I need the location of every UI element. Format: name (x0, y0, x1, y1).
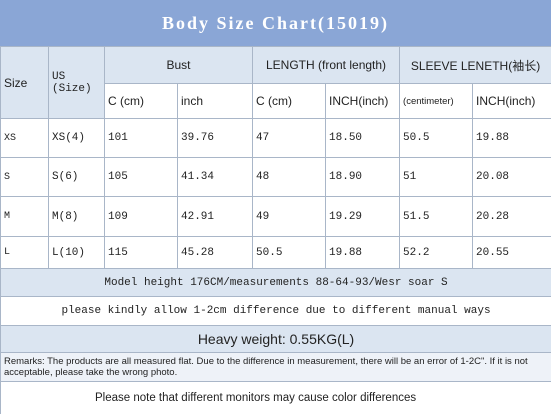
note-row: please kindly allow 1-2cm difference due… (0, 296, 551, 326)
note-monitor: Please note that different monitors may … (0, 381, 551, 414)
data-cell: 19.88 (472, 118, 551, 158)
data-cell: XS (0, 118, 49, 158)
data-cell: S (0, 157, 49, 197)
header-cell: LENGTH (front length) (252, 46, 401, 84)
size-table: Size US (Size) Bust LENGTH (front length… (0, 46, 551, 414)
data-cell: 48 (252, 157, 327, 197)
note-weight: Heavy weight: 0.55KG(L) (0, 325, 551, 353)
data-row: XS XS(4) 101 39.76 47 18.50 50.5 19.88 (0, 118, 551, 158)
data-cell: S(6) (48, 157, 105, 197)
data-cell: L(10) (48, 236, 105, 269)
data-cell: 20.28 (472, 196, 551, 237)
header-cell: Size (0, 46, 49, 119)
header-row: Size US (Size) Bust LENGTH (front length… (0, 46, 551, 119)
table-body: Size US (Size) Bust LENGTH (front length… (0, 46, 551, 414)
data-cell: 101 (104, 118, 178, 158)
data-cell: 50.5 (252, 236, 327, 269)
unit-cell: (centimeter) (399, 83, 474, 119)
data-cell: 19.29 (325, 196, 401, 237)
note-row: Heavy weight: 0.55KG(L) (0, 325, 551, 353)
note-model: Model height 176CM/measurements 88-64-93… (0, 268, 551, 297)
data-cell: M (0, 196, 49, 237)
data-row: S S(6) 105 41.34 48 18.90 51 20.08 (0, 157, 551, 197)
data-cell: 45.28 (176, 236, 254, 269)
note-row: Model height 176CM/measurements 88-64-93… (0, 268, 551, 297)
chart-title: Body Size Chart(15019) (0, 0, 551, 46)
data-cell: 20.08 (472, 157, 551, 197)
data-cell: 49 (252, 196, 327, 237)
data-cell: 42.91 (176, 196, 254, 237)
data-cell: 50.5 (399, 118, 474, 158)
data-cell: 18.50 (325, 118, 401, 158)
unit-cell: inch (176, 83, 254, 119)
data-cell: 19.88 (325, 236, 401, 269)
header-cell: US (Size) (48, 46, 105, 119)
data-cell: 115 (104, 236, 178, 269)
data-cell: 41.34 (176, 157, 254, 197)
data-cell: 51.5 (399, 196, 474, 237)
data-row: L L(10) 115 45.28 50.5 19.88 52.2 20.55 (0, 236, 551, 269)
note-remarks: Remarks: The products are all measured f… (0, 352, 551, 382)
header-cell: Bust (103, 46, 254, 84)
data-cell: 47 (252, 118, 327, 158)
header-cell: SLEEVE LENETH(袖长) (399, 46, 551, 84)
data-cell: 105 (104, 157, 178, 197)
data-cell: 51 (399, 157, 474, 197)
data-cell: M(8) (48, 196, 105, 237)
data-cell: 20.55 (472, 236, 551, 269)
data-row: M M(8) 109 42.91 49 19.29 51.5 20.28 (0, 196, 551, 237)
unit-cell: INCH(inch) (325, 83, 401, 119)
unit-cell: C (cm) (252, 83, 327, 119)
data-cell: L (0, 236, 49, 269)
note-row: Please note that different monitors may … (0, 381, 551, 414)
unit-cell: INCH(inch) (472, 83, 551, 119)
data-cell: 39.76 (176, 118, 254, 158)
unit-row: C (cm) inch C (cm) INCH(inch) (centimeter) IN… (1, 83, 551, 119)
data-cell: XS(4) (48, 118, 105, 158)
unit-cell: C (cm) (104, 83, 178, 119)
note-row: Remarks: The products are all measured f… (0, 352, 551, 382)
note-allow: please kindly allow 1-2cm difference due… (0, 296, 551, 326)
data-cell: 52.2 (399, 236, 474, 269)
data-cell: 109 (104, 196, 178, 237)
data-cell: 18.90 (325, 157, 401, 197)
